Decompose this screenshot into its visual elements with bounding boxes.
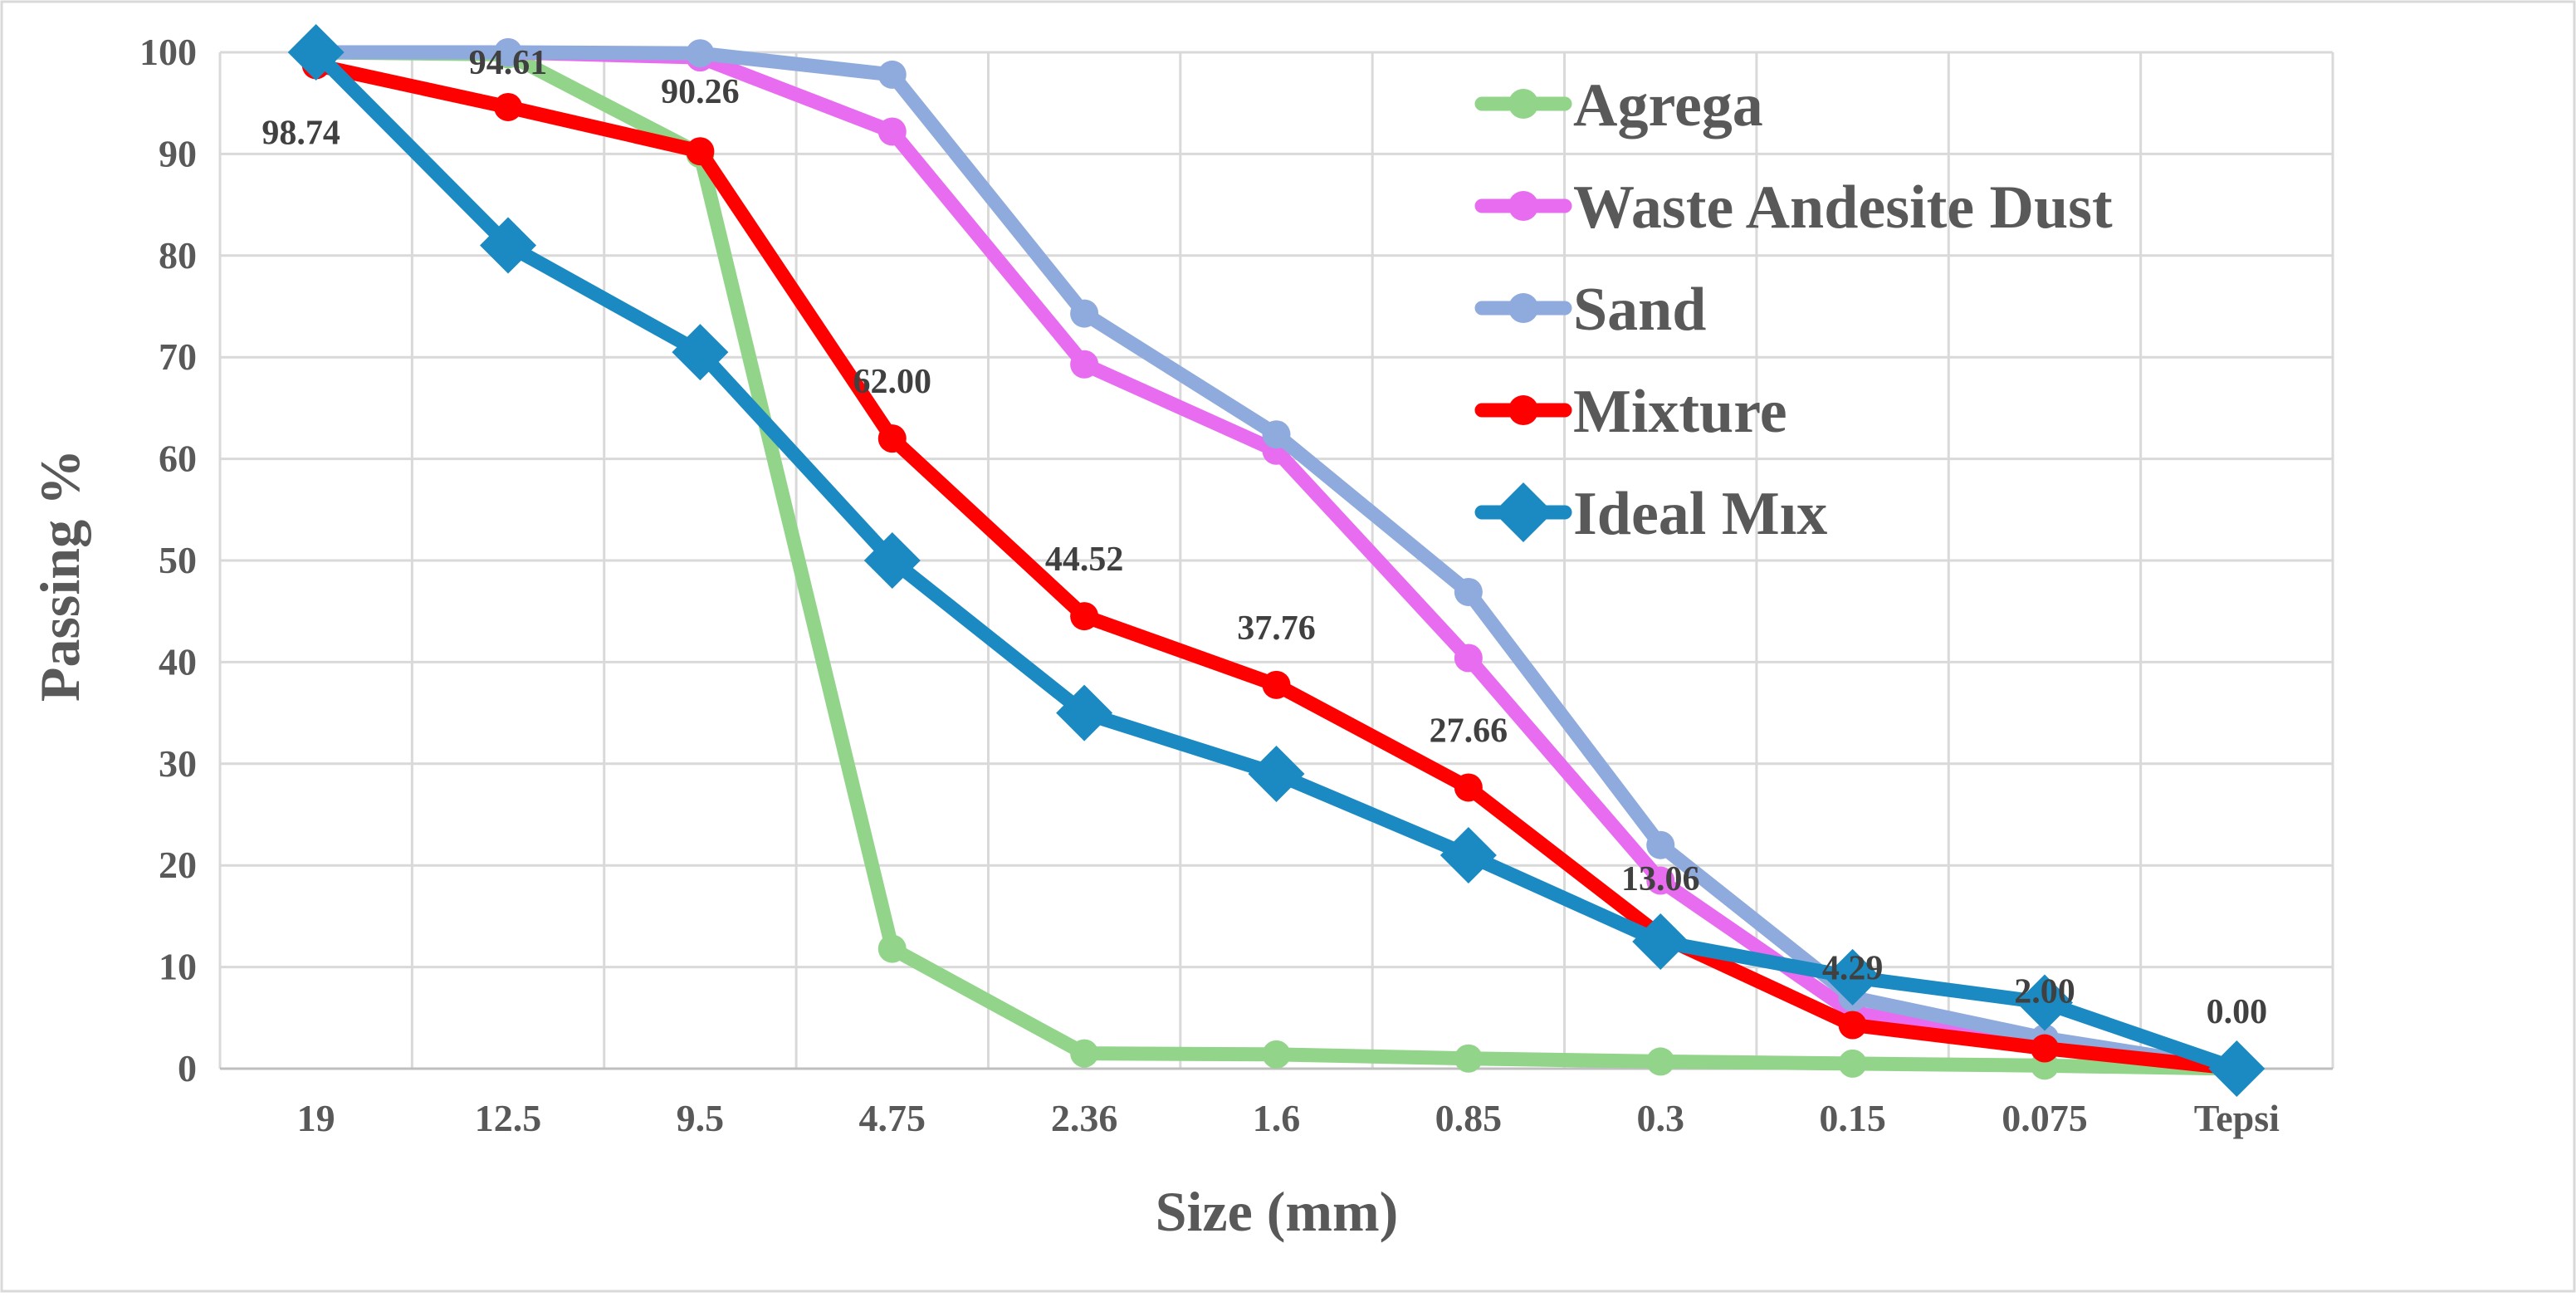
data-point-marker	[1838, 1011, 1867, 1040]
y-tick-label: 40	[159, 640, 197, 683]
data-point-marker	[1632, 913, 1689, 970]
data-point-marker	[1070, 350, 1099, 379]
y-tick-label: 0	[178, 1047, 197, 1089]
data-point-marker	[287, 24, 345, 81]
x-tick-label: 0.3	[1636, 1097, 1684, 1139]
legend-marker	[1493, 482, 1553, 542]
legend-marker	[1508, 191, 1538, 221]
x-tick-label: 2.36	[1051, 1097, 1118, 1139]
data-point-marker	[1070, 1039, 1099, 1068]
y-tick-label: 30	[159, 742, 197, 785]
y-tick-label: 100	[139, 31, 197, 73]
y-tick-label: 10	[159, 946, 197, 988]
x-tick-label: 1.6	[1253, 1097, 1301, 1139]
legend-marker	[1508, 293, 1538, 323]
data-point-marker	[877, 60, 907, 89]
data-point-marker	[2016, 974, 2073, 1031]
data-point-marker	[1262, 1040, 1291, 1069]
data-point-marker	[1838, 1049, 1867, 1078]
data-point-marker	[877, 424, 907, 453]
x-tick-label: 0.85	[1435, 1097, 1503, 1139]
data-point-marker	[863, 532, 921, 589]
data-point-marker	[1646, 1047, 1675, 1076]
data-point-marker	[1070, 602, 1099, 631]
data-label: 0.00	[2207, 993, 2268, 1031]
x-tick-label: 0.075	[2002, 1097, 2088, 1139]
data-point-marker	[1070, 299, 1099, 328]
data-label: 27.66	[1430, 712, 1508, 750]
data-point-marker	[1454, 644, 1483, 673]
data-label: 94.61	[469, 44, 548, 82]
legend-label: Mixture	[1573, 378, 1787, 446]
data-point-marker	[2030, 1034, 2059, 1063]
data-label: 62.00	[853, 363, 932, 401]
y-axis-title: Passing %	[28, 449, 91, 702]
legend: Agrega Waste Andesite Dust Sand Mixture Idea…	[1474, 71, 2113, 548]
legend-label: Waste Andesite Dust	[1573, 174, 2113, 242]
data-point-marker	[1454, 773, 1483, 802]
data-point-marker	[1454, 577, 1483, 606]
y-tick-label: 90	[159, 132, 197, 174]
x-axis-title: Size (mm)	[1156, 1180, 1399, 1243]
data-point-marker	[686, 39, 715, 68]
data-point-marker	[686, 137, 715, 166]
data-point-marker	[494, 38, 523, 66]
data-point-marker	[2208, 1040, 2266, 1097]
legend-marker	[1508, 395, 1538, 425]
data-label: 4.29	[1822, 949, 1884, 987]
y-tick-label: 20	[159, 844, 197, 886]
legend-label: Ideal Mıx	[1573, 480, 1827, 548]
data-point-marker	[1454, 1044, 1483, 1073]
data-label: 98.74	[262, 114, 340, 152]
data-point-marker	[480, 217, 537, 274]
series	[287, 24, 2266, 1097]
data-label: 44.52	[1045, 541, 1124, 579]
x-tick-label: Tepsi	[2194, 1097, 2280, 1139]
x-tick-label: 4.75	[859, 1097, 926, 1139]
data-point-marker	[494, 92, 523, 121]
legend-label: Sand	[1573, 276, 1706, 344]
data-point-marker	[1248, 746, 1305, 803]
y-tick-label: 80	[159, 234, 197, 277]
data-label: 90.26	[661, 73, 740, 111]
y-tick-label: 50	[159, 539, 197, 581]
data-label: 2.00	[2014, 973, 2075, 1011]
data-labels: 98.74 94.61 90.26 62.00 44.52 37.76 27.66 13.06…	[262, 44, 2267, 1031]
data-label: 37.76	[1237, 609, 1316, 648]
x-tick-label: 0.15	[1819, 1097, 1886, 1139]
x-tick-label: 12.5	[475, 1097, 542, 1139]
data-point-marker	[877, 117, 907, 146]
data-point-marker	[877, 934, 907, 963]
data-point-marker	[1262, 420, 1291, 449]
legend-marker	[1508, 89, 1538, 119]
data-label: 13.06	[1621, 860, 1700, 898]
data-point-marker	[1646, 866, 1675, 895]
y-tick-label: 70	[159, 335, 197, 378]
data-point-marker	[672, 324, 729, 381]
data-point-marker	[1646, 830, 1675, 859]
data-point-marker	[1440, 826, 1497, 883]
data-point-marker	[1262, 670, 1291, 699]
x-tick-label: 9.5	[677, 1097, 725, 1139]
x-tick-label: 19	[297, 1097, 335, 1139]
y-tick-label: 60	[159, 438, 197, 480]
data-point-marker	[1056, 684, 1113, 741]
data-point-marker	[1824, 948, 1881, 1006]
legend-label: Agrega	[1573, 71, 1763, 139]
